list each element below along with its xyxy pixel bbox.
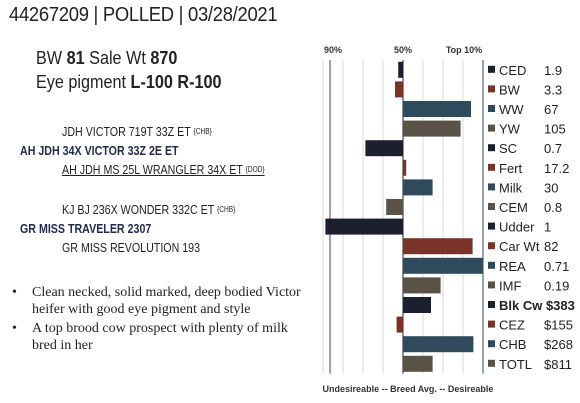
- legend-swatch: [488, 359, 495, 367]
- polled-status: POLLED: [102, 4, 174, 26]
- pedigree-dam-sire: KJ BJ 236X WONDER 332C ET {CHB}: [62, 202, 236, 217]
- trait-name: CED: [499, 63, 526, 78]
- trait-name: CEZ: [499, 318, 525, 333]
- trait-name: YW: [499, 122, 521, 137]
- legend-swatch: [488, 163, 495, 171]
- trait-bar: [386, 199, 403, 215]
- birth-date: 03/28/2021: [188, 4, 278, 26]
- trait-bar: [403, 179, 433, 196]
- legend-swatch: [488, 183, 495, 191]
- legend-swatch: [488, 85, 495, 93]
- trait-value: $155: [544, 318, 573, 333]
- legend-swatch: [488, 242, 495, 250]
- trait-name: Udder: [499, 220, 535, 235]
- trait-bar: [398, 61, 403, 78]
- axis-top-label: 90%: [324, 45, 342, 55]
- trait-bar: [403, 277, 441, 294]
- trait-value: 67: [544, 102, 558, 117]
- trait-value: 82: [544, 239, 558, 254]
- trait-bar: [403, 336, 474, 353]
- trait-bar: [395, 81, 403, 98]
- trait-bar: [403, 159, 407, 176]
- trait-value: 0.19: [544, 278, 569, 293]
- pedigree-sire-dam: AH JDH MS 25L WRANGLER 34X ET {DOD}: [62, 162, 265, 177]
- legend-swatch: [488, 65, 495, 73]
- note-item: • A top brood cow prospect with plenty of…: [12, 321, 288, 353]
- legend-swatch: [488, 203, 495, 210]
- trait-bar: [403, 355, 433, 372]
- trait-value: $811: [544, 357, 572, 372]
- pedigree-dam: GR MISS TRAVELER 2307: [20, 221, 152, 236]
- trait-bar: [403, 257, 483, 274]
- legend-swatch: [488, 222, 495, 230]
- trait-value: 0.8: [544, 200, 562, 215]
- trait-value: 1: [544, 220, 551, 235]
- trait-bar: [403, 101, 471, 117]
- trait-bar: [403, 238, 473, 255]
- trait-name: CEM: [499, 200, 528, 215]
- trait-bar: [396, 316, 403, 333]
- trait-name: BW: [499, 82, 521, 97]
- trait-value: 1.9: [544, 63, 562, 78]
- sale-weight-value: 870: [150, 48, 178, 68]
- bullet-icon: •: [12, 321, 17, 336]
- trait-name: Car Wt: [499, 239, 540, 254]
- legend-swatch: [488, 261, 495, 269]
- legend-swatch: [488, 320, 495, 328]
- legend-swatch: [488, 340, 495, 348]
- pedigree-sire: AH JDH 34X VICTOR 33Z 2E ET: [20, 143, 179, 158]
- axis-top-label: 50%: [394, 45, 412, 55]
- trait-value: 3.3: [544, 82, 562, 97]
- eye-pigment-value: L-100 R-100: [130, 72, 222, 92]
- trait-value: 105: [544, 122, 566, 137]
- trait-name: WW: [499, 102, 524, 117]
- trait-name: IMF: [499, 278, 521, 293]
- header-line: 44267209 | POLLED | 03/28/2021: [9, 4, 278, 26]
- notes-list: • Clean necked, solid marked, deep bodied…: [10, 284, 310, 356]
- trait-name: SC: [499, 141, 517, 156]
- trait-name: TOTL: [499, 357, 532, 372]
- trait-name: CHB: [499, 337, 526, 352]
- trait-name: Milk: [499, 180, 523, 195]
- chart-footer: Undesireable -- Breed Avg. -- Desireable: [323, 384, 494, 394]
- trait-bar: [403, 297, 431, 313]
- birth-weight-value: 81: [66, 48, 85, 68]
- trait-bar: [325, 218, 403, 235]
- axis-top-label: Top 10%: [446, 45, 482, 55]
- pedigree-sire-sire: JDH VICTOR 719T 33Z ET {CHB}: [62, 124, 212, 139]
- trait-name: REA: [499, 259, 526, 274]
- legend-swatch: [488, 281, 495, 289]
- bullet-icon: •: [12, 285, 17, 300]
- legend-swatch: [488, 144, 495, 152]
- pedigree-dam-dam: GR MISS REVOLUTION 193: [62, 240, 201, 255]
- note-item: • Clean necked, solid marked, deep bodied…: [12, 285, 301, 317]
- trait-bar: [365, 140, 403, 157]
- trait-bar: [403, 120, 461, 137]
- registration-number: 44267209: [9, 4, 89, 26]
- legend-swatch: [488, 124, 495, 132]
- weights-line: BW 81 Sale Wt 870: [36, 48, 178, 68]
- trait-value: 17.2: [544, 161, 569, 176]
- trait-name: Blk Cw $383: [499, 298, 575, 313]
- trait-value: 30: [544, 180, 558, 195]
- trait-value: 0.7: [544, 141, 562, 156]
- trait-name: Fert: [499, 161, 523, 176]
- legend-swatch: [488, 301, 495, 308]
- eye-pigment-line: Eye pigment L-100 R-100: [36, 72, 222, 92]
- trait-value: 0.71: [544, 259, 569, 274]
- trait-value: $268: [544, 337, 573, 352]
- legend-swatch: [488, 105, 495, 112]
